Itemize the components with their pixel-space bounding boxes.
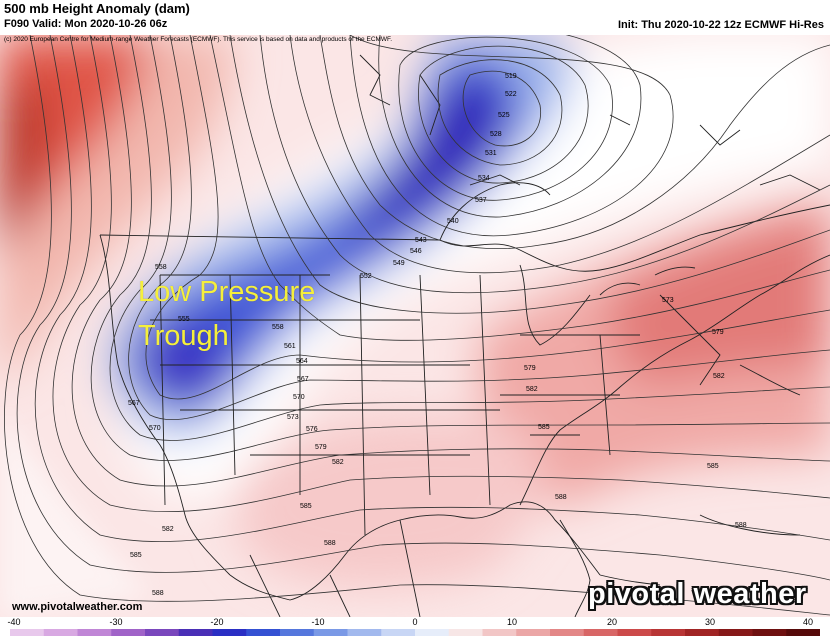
annotation-trough: Trough [138, 320, 229, 352]
colorbar-segment [178, 629, 213, 636]
colorbar-tick: 40 [802, 617, 814, 627]
height-anomaly-map: 519 522 525 528 531 534 537 540 543 546 … [0, 35, 830, 617]
contour-label: 567 [297, 376, 309, 383]
contour-label: 525 [498, 112, 510, 119]
colorbar-segment [381, 629, 416, 636]
valid-time: F090 Valid: Mon 2020-10-26 06z [4, 18, 168, 30]
map-title: 500 mb Height Anomaly (dam) [4, 1, 190, 16]
colorbar-segment [145, 629, 180, 636]
contour-label: 519 [505, 73, 517, 80]
colorbar-segment [212, 629, 247, 636]
contour-label: 528 [490, 131, 502, 138]
colorbar [10, 629, 820, 636]
colorbar-tick: 30 [704, 617, 716, 627]
annotation-low-pressure: Low Pressure [138, 276, 316, 308]
colorbar-tick: 20 [606, 617, 618, 627]
contour-label: 537 [475, 197, 487, 204]
contour-label: 552 [360, 273, 372, 280]
colorbar-segment [246, 629, 281, 636]
contour-label: 573 [287, 414, 299, 421]
contour-label: 531 [485, 150, 497, 157]
contour-label: 588 [324, 540, 336, 547]
colorbar-segment [516, 629, 551, 636]
copyright-notice: (c) 2020 European Centre for Medium-rang… [4, 36, 393, 43]
contour-label: 579 [315, 444, 327, 451]
contour-label: 582 [332, 459, 344, 466]
contour-label: 540 [447, 218, 459, 225]
contour-label: 573 [662, 297, 674, 304]
contour-label: 561 [284, 343, 296, 350]
colorbar-ticks: -40 -30 -20 -10 0 10 20 30 40 [0, 617, 830, 629]
colorbar-segment [313, 629, 348, 636]
contour-label: 522 [505, 91, 517, 98]
contour-label: 588 [555, 494, 567, 501]
colorbar-segment [651, 629, 686, 636]
colorbar-tick: 0 [412, 617, 418, 627]
colorbar-tick: -40 [7, 617, 21, 627]
contour-label: 576 [306, 426, 318, 433]
contour-label: 570 [149, 425, 161, 432]
colorbar-segment [482, 629, 517, 636]
colorbar-tick: 10 [506, 617, 518, 627]
colorbar-tick: -10 [311, 617, 325, 627]
contour-label: 549 [393, 260, 405, 267]
contour-label: 534 [478, 175, 490, 182]
contour-label: 579 [524, 365, 536, 372]
colorbar-segment [550, 629, 585, 636]
contour-label: 588 [152, 590, 164, 597]
colorbar-segment [415, 629, 450, 636]
contour-label: 582 [526, 386, 538, 393]
init-time: Init: Thu 2020-10-22 12z ECMWF Hi-Res [618, 19, 824, 31]
contour-label: 567 [128, 400, 140, 407]
contour-label: 546 [410, 248, 422, 255]
colorbar-segment [43, 629, 78, 636]
colorbar-segment [786, 629, 820, 636]
contour-label: 555 [178, 316, 190, 323]
website-label: www.pivotalweather.com [12, 601, 143, 613]
contour-label: 564 [296, 358, 308, 365]
contour-label: 585 [707, 463, 719, 470]
colorbar-segment [752, 629, 787, 636]
colorbar-segment [583, 629, 618, 636]
anomaly-shading [0, 35, 830, 617]
colorbar-tick: -20 [210, 617, 224, 627]
contour-label: 579 [712, 329, 724, 336]
colorbar-segment [347, 629, 382, 636]
geographic-borders [99, 54, 830, 617]
contour-label: 543 [415, 237, 427, 244]
colorbar-segment [77, 629, 112, 636]
colorbar-segment [685, 629, 720, 636]
contour-label: 585 [300, 503, 312, 510]
colorbar-segment [111, 629, 146, 636]
colorbar-segment [280, 629, 315, 636]
colorbar-segment [617, 629, 652, 636]
contour-label: 585 [538, 424, 550, 431]
contour-label: 558 [272, 324, 284, 331]
height-contours [4, 35, 830, 616]
colorbar-segment [10, 629, 45, 636]
colorbar-segment [718, 629, 753, 636]
pivotal-weather-logo: pivotal weather [588, 578, 807, 610]
contour-label: 585 [130, 552, 142, 559]
contour-label: 582 [162, 526, 174, 533]
header-bar: 500 mb Height Anomaly (dam) F090 Valid: … [0, 0, 830, 36]
contour-label-group: 519 522 525 528 531 534 537 540 543 546 … [128, 73, 747, 597]
contour-label: 582 [713, 373, 725, 380]
colorbar-tick: -30 [109, 617, 123, 627]
contour-label: 588 [735, 522, 747, 529]
contour-label: 570 [293, 394, 305, 401]
colorbar-segment [448, 629, 483, 636]
contour-label: 558 [155, 264, 167, 271]
